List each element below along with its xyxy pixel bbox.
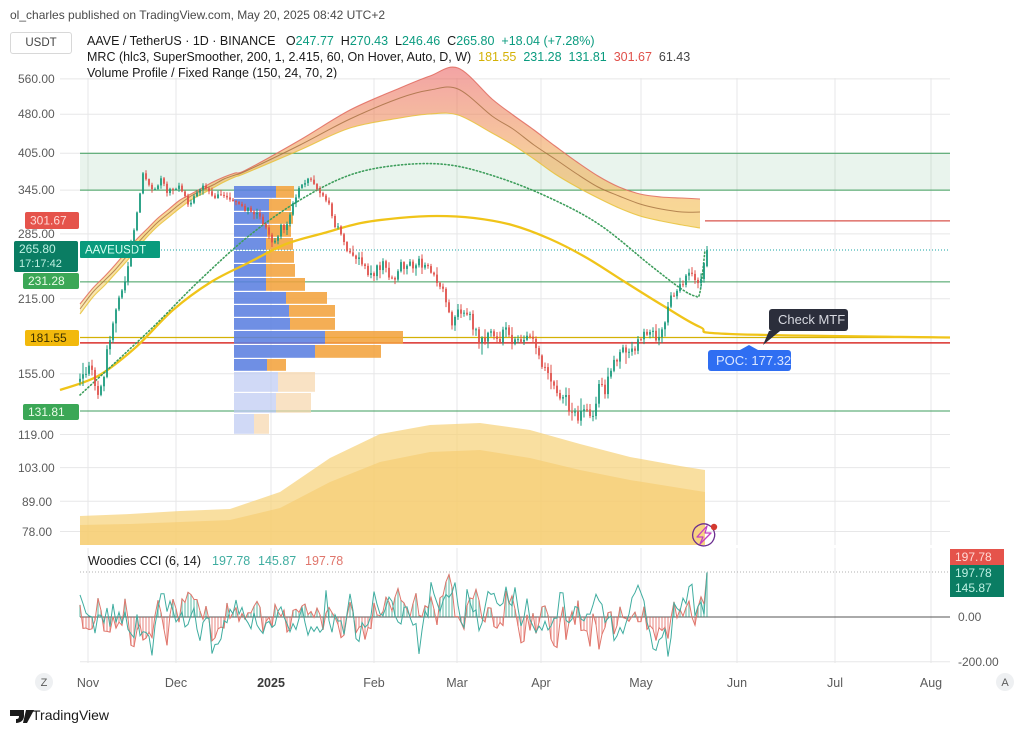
- svg-text:197.78: 197.78: [955, 550, 992, 564]
- svg-text:197.78: 197.78: [305, 554, 343, 568]
- svg-text:-200.00: -200.00: [958, 655, 999, 669]
- svg-text:0.00: 0.00: [958, 610, 982, 624]
- svg-text:Woodies CCI (6, 14): Woodies CCI (6, 14): [88, 554, 201, 568]
- svg-text:145.87: 145.87: [258, 554, 296, 568]
- svg-text:197.78: 197.78: [212, 554, 250, 568]
- svg-text:145.87: 145.87: [955, 581, 992, 595]
- svg-text:197.78: 197.78: [955, 566, 992, 580]
